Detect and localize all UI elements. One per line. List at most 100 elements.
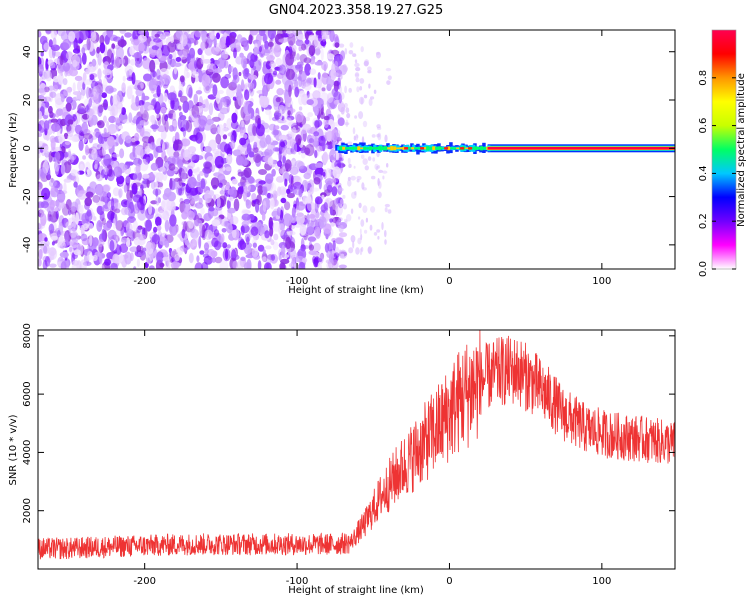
heatmap-cell — [145, 219, 153, 232]
heatmap-cell — [185, 119, 193, 133]
spectrogram-y-tick-label: 40 — [22, 45, 33, 58]
heatmap-cell — [329, 30, 335, 43]
heatmap-cell — [121, 237, 128, 243]
colorbar-ticks: 0.0 0.2 0.4 0.6 0.8 — [698, 70, 736, 277]
heatmap-cell — [307, 236, 317, 242]
heatmap-cell — [111, 104, 119, 116]
heatmap-cell — [204, 170, 209, 178]
heatmap-cell — [133, 182, 142, 187]
heatmap-cell — [139, 104, 144, 115]
heatmap-cell — [313, 35, 319, 47]
heatmap-cell — [352, 240, 355, 249]
heatmap-cell — [126, 70, 130, 78]
heatmap-cell — [303, 57, 312, 64]
heatmap-cell — [266, 193, 274, 199]
heatmap-cell — [164, 119, 169, 133]
heatmap-cell — [147, 104, 154, 111]
heatmap-cell — [341, 155, 344, 159]
heatmap-cell — [299, 224, 307, 236]
heatmap-cell — [179, 75, 185, 83]
colorbar: 0.0 0.2 0.4 0.6 0.8 Normalized spectral ampl… — [698, 29, 747, 277]
heatmap-cell — [295, 64, 304, 71]
heatmap-cell — [339, 146, 343, 151]
snr-x-tick-label: 100 — [592, 576, 611, 587]
heatmap-cell — [43, 42, 50, 51]
heatmap-cell — [373, 89, 377, 95]
heatmap-cell — [314, 150, 318, 159]
heatmap-cell — [75, 94, 85, 100]
heatmap-cell — [242, 68, 249, 80]
heatmap-cell — [91, 148, 98, 160]
heatmap-cell — [215, 133, 222, 145]
heatmap-cell — [175, 247, 184, 256]
heatmap-cell — [110, 262, 118, 269]
heatmap-cell — [89, 234, 93, 247]
heatmap-cell — [95, 84, 103, 95]
heatmap-cell — [346, 214, 352, 222]
heatmap-cell — [187, 161, 196, 169]
heatmap-cell — [471, 147, 475, 150]
heatmap-cell — [70, 169, 80, 177]
heatmap-cell — [235, 56, 244, 65]
heatmap-cell — [40, 167, 47, 179]
heatmap-cell — [323, 115, 330, 121]
heatmap-cell — [313, 242, 321, 252]
heatmap-cell — [188, 168, 193, 177]
heatmap-cell — [182, 124, 187, 137]
heatmap-cell — [84, 197, 92, 207]
heatmap-cell — [263, 73, 274, 85]
heatmap-cell — [164, 240, 170, 248]
heatmap-cell — [122, 75, 126, 82]
heatmap-cell — [110, 95, 114, 106]
heatmap-cell — [135, 163, 141, 174]
heatmap-cell — [86, 86, 90, 99]
heatmap-cell — [131, 72, 136, 85]
heatmap-cell — [147, 173, 156, 181]
heatmap-cell — [333, 72, 339, 77]
heatmap-cell — [174, 131, 180, 141]
heatmap-cell — [107, 229, 117, 241]
heatmap-cell — [129, 246, 139, 253]
heatmap-cell — [62, 38, 72, 50]
heatmap-cell — [106, 192, 112, 199]
heatmap-cell — [350, 208, 354, 214]
heatmap-cell — [354, 147, 358, 150]
heatmap-cell — [375, 166, 379, 171]
heatmap-cell — [354, 59, 358, 64]
heatmap-cell — [162, 193, 169, 200]
heatmap-cell — [334, 236, 345, 244]
heatmap-cell — [131, 138, 136, 143]
heatmap-cell — [438, 146, 442, 151]
heatmap-cell — [112, 36, 122, 42]
heatmap-cell — [178, 90, 183, 98]
heatmap-cell — [296, 201, 306, 211]
heatmap-cell — [96, 189, 103, 196]
heatmap-cell — [68, 246, 73, 252]
heatmap-cell — [291, 206, 296, 218]
heatmap-cell — [361, 182, 365, 190]
heatmap-cell — [317, 261, 322, 269]
heatmap-cell — [308, 93, 314, 100]
heatmap-cell — [62, 62, 71, 72]
heatmap-cell — [87, 250, 93, 261]
heatmap-cell — [376, 51, 381, 59]
heatmap-cell — [241, 120, 245, 128]
heatmap-cell — [322, 140, 326, 152]
heatmap-cell — [278, 134, 288, 141]
heatmap-cell — [384, 134, 388, 143]
heatmap-cell — [123, 184, 128, 193]
heatmap-cell — [369, 146, 373, 151]
heatmap-cell — [57, 241, 66, 249]
heatmap-cell — [232, 229, 237, 239]
heatmap-cell — [102, 184, 111, 192]
heatmap-cell — [80, 259, 87, 269]
heatmap-cell — [52, 37, 57, 48]
heatmap-cell — [317, 72, 321, 80]
heatmap-cell — [210, 250, 218, 258]
heatmap-cell — [360, 154, 365, 160]
heatmap-cell — [170, 261, 180, 269]
heatmap-cell — [264, 262, 272, 269]
heatmap-cell — [280, 124, 289, 131]
heatmap-cell — [278, 64, 287, 76]
heatmap-cell — [104, 258, 111, 266]
